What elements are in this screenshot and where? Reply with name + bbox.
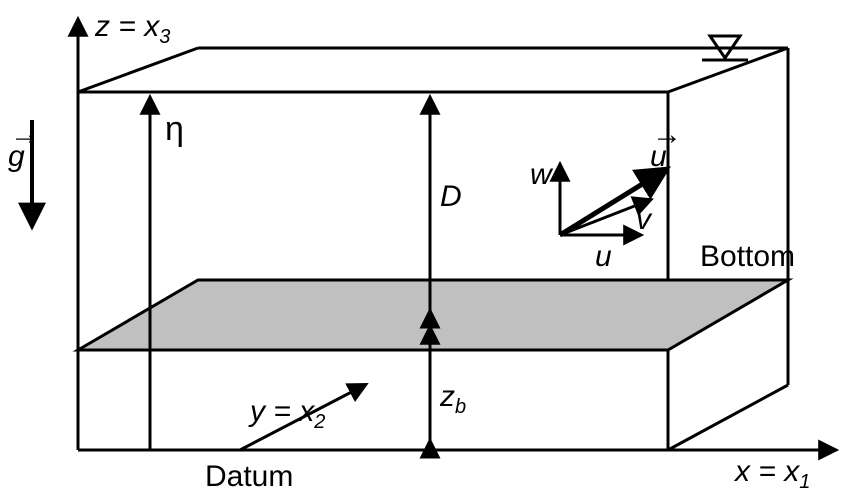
x-axis-label: x = x1 xyxy=(735,455,810,494)
u-comp-label: u xyxy=(595,240,612,274)
w-comp-label: w xyxy=(530,158,552,192)
depth-label: D xyxy=(440,180,462,214)
datum-label: Datum xyxy=(205,460,293,494)
y-axis-label: y = x2 xyxy=(250,395,325,434)
u-vec-label: → u xyxy=(650,140,667,174)
bottom-surface xyxy=(78,280,788,350)
bottom-label: Bottom xyxy=(700,240,795,274)
v-comp-label: v xyxy=(636,203,651,237)
z-axis-label: z = x3 xyxy=(95,10,170,49)
g-label: → g xyxy=(8,140,25,174)
zb-label: zb xyxy=(440,380,466,419)
eta-label: η xyxy=(165,110,184,149)
